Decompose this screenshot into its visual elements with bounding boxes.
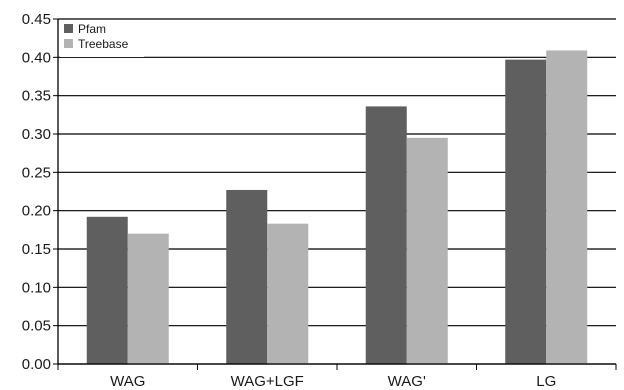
bar-pfam-0 — [86, 216, 128, 364]
y-tick-label: 0.10 — [22, 279, 51, 296]
x-category-label: WAG+LGF — [231, 373, 304, 390]
bar-pfam-2 — [365, 106, 407, 365]
bar-pfam-1 — [226, 189, 268, 364]
bar-treebase-3 — [546, 50, 588, 364]
x-category-label: WAG — [110, 373, 145, 390]
bars — [86, 50, 588, 365]
y-tick-label: 0.05 — [22, 318, 51, 335]
legend-background — [60, 21, 144, 57]
bar-pfam-3 — [505, 59, 547, 365]
y-tick-label: 0.35 — [22, 88, 51, 105]
x-category-label: LG — [536, 373, 556, 390]
bar-treebase-2 — [406, 137, 448, 364]
y-tick-label: 0.20 — [22, 203, 51, 220]
y-tick-label: 0.40 — [22, 49, 51, 66]
y-tick-label: 0.45 — [22, 11, 51, 28]
y-axis-tick-labels: 0.00 0.05 0.10 0.15 0.20 0.25 0.30 0.35 0.40 0.45 — [22, 11, 51, 373]
bar-treebase-1 — [267, 223, 309, 364]
axes — [53, 18, 617, 370]
y-tick-label: 0.00 — [22, 356, 51, 373]
legend-swatch-pfam — [64, 24, 73, 33]
y-tick-label: 0.25 — [22, 164, 51, 181]
y-tick-label: 0.30 — [22, 126, 51, 143]
legend-swatch-treebase — [64, 39, 73, 48]
x-axis-category-labels: WAG WAG+LGF WAG' LG — [110, 373, 556, 390]
y-tick-label: 0.15 — [22, 241, 51, 258]
x-category-label: WAG' — [388, 373, 426, 390]
legend-label-pfam: Pfam — [78, 22, 106, 36]
bar-treebase-0 — [127, 233, 169, 364]
legend-label-treebase: Treebase — [78, 37, 129, 51]
